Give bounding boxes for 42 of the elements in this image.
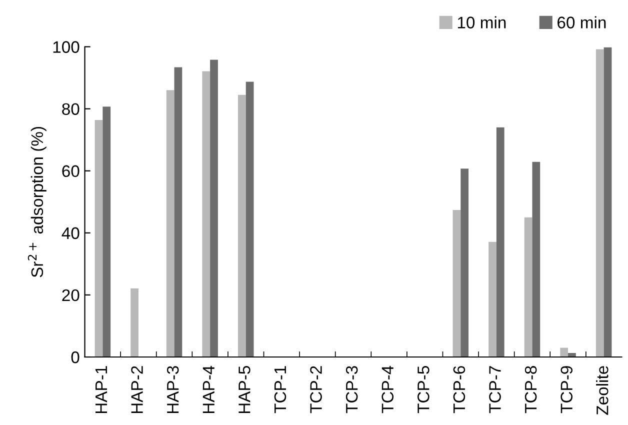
y-tick-label: 60 (62, 165, 80, 178)
bar (246, 82, 254, 357)
x-tick-label: HAP-5 (238, 366, 250, 414)
bar (452, 210, 461, 357)
bar (532, 162, 540, 357)
bar (488, 242, 496, 357)
bar (238, 94, 246, 357)
x-tick-label: HAP-2 (131, 366, 143, 414)
x-tick-label: TCP-2 (310, 366, 322, 414)
bar (94, 120, 103, 357)
y-tick-label: 80 (62, 103, 80, 116)
x-tick-label: TCP-3 (346, 366, 358, 414)
bar (604, 47, 612, 357)
bar (460, 168, 469, 357)
x-tick-label: TCP-4 (382, 366, 394, 414)
bar (596, 49, 604, 357)
bar (166, 90, 174, 357)
y-tick-label: 0 (71, 351, 80, 364)
y-tick-label: 40 (62, 227, 80, 240)
legend-label: 60 min (558, 16, 606, 28)
x-tick-label: HAP-1 (96, 366, 107, 414)
x-tick-label: HAP-3 (166, 366, 179, 414)
x-tick-label: TCP-6 (453, 366, 466, 414)
legend-label: 10 min (458, 16, 506, 28)
bar (560, 348, 568, 357)
y-tick-label: 100 (53, 41, 80, 53)
bar (202, 71, 210, 357)
x-tick-label: TCP-1 (274, 366, 286, 414)
x-tick-label: TCP-8 (524, 366, 537, 414)
bar (102, 106, 111, 357)
bar (174, 67, 182, 357)
x-tick-label: TCP-5 (418, 366, 430, 414)
x-tick-label: HAP-4 (202, 366, 214, 414)
x-tick-label: Zeolite (596, 366, 608, 415)
bar (496, 127, 504, 357)
y-axis-title: Sr$^{2+}$ adsorption (%) (28, 126, 46, 278)
bar (210, 60, 218, 357)
bar (524, 217, 532, 357)
y-tick-label: 20 (62, 289, 80, 302)
x-tick-label: TCP-7 (489, 366, 501, 414)
x-tick-label: TCP-9 (560, 366, 572, 414)
bar (130, 288, 138, 357)
